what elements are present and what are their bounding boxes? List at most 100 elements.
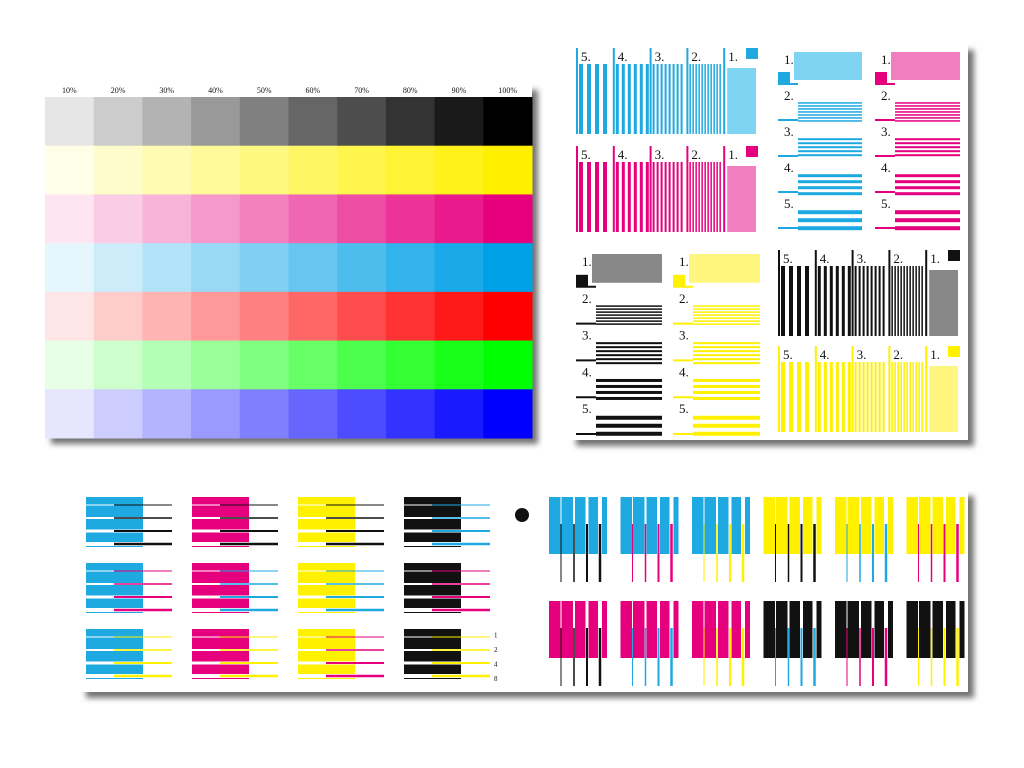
weight-label: 4 xyxy=(494,661,498,669)
stripe xyxy=(596,350,662,353)
swatch xyxy=(142,389,192,439)
stripe xyxy=(798,146,862,149)
weight-label: 1 xyxy=(494,632,498,640)
color-square xyxy=(576,274,588,287)
swatch xyxy=(483,97,533,147)
weight-label: 8 xyxy=(494,675,498,683)
stripe xyxy=(698,162,700,232)
percent-label: 100% xyxy=(498,86,517,95)
solid-patch xyxy=(727,166,756,232)
stripe xyxy=(693,305,760,307)
stripe xyxy=(689,64,691,134)
stripe xyxy=(701,162,703,232)
swatch xyxy=(93,145,143,195)
stripe xyxy=(693,358,760,361)
swatch xyxy=(288,389,338,439)
stripe xyxy=(680,64,683,134)
stripe xyxy=(595,64,599,134)
swatch xyxy=(288,97,338,147)
stripe xyxy=(652,162,655,232)
step-label: 1. xyxy=(582,254,592,269)
swatch xyxy=(45,194,95,244)
stripe xyxy=(596,317,662,319)
stripe xyxy=(596,384,662,388)
step-label: 4. xyxy=(784,160,794,175)
stripe xyxy=(596,423,662,428)
stripe xyxy=(693,362,760,365)
stripe xyxy=(918,266,920,336)
stripe xyxy=(656,64,659,134)
step-label: 1. xyxy=(728,49,738,64)
stripe xyxy=(829,362,833,432)
swatch xyxy=(288,291,338,342)
stripe xyxy=(882,362,885,432)
stripe xyxy=(895,210,960,215)
step-label: 3. xyxy=(784,124,794,139)
swatch xyxy=(191,291,241,342)
step-label: 3. xyxy=(857,251,867,266)
stripe xyxy=(798,142,862,145)
stripe xyxy=(878,362,881,432)
color-square xyxy=(673,274,685,287)
stripe xyxy=(912,266,914,336)
stripe xyxy=(903,362,905,432)
stripe xyxy=(596,415,662,420)
step-label: 3. xyxy=(857,347,867,362)
step-label: 4. xyxy=(618,147,628,162)
swatch xyxy=(191,194,241,244)
swatch xyxy=(434,243,484,293)
stripe xyxy=(789,266,793,336)
stripe xyxy=(716,64,718,134)
swatch xyxy=(434,145,484,195)
swatch xyxy=(45,340,95,390)
stripe xyxy=(797,266,801,336)
stripe xyxy=(596,311,662,313)
stripe xyxy=(693,346,760,349)
swatch xyxy=(191,243,241,293)
step-label: 2. xyxy=(784,88,794,103)
swatch xyxy=(385,194,436,244)
stripe xyxy=(707,64,709,134)
stripe xyxy=(897,266,899,336)
stripe xyxy=(596,342,662,345)
stripe xyxy=(664,162,667,232)
swatch xyxy=(483,145,533,195)
stripe xyxy=(692,162,694,232)
color-square xyxy=(746,48,758,59)
step-label: 1. xyxy=(930,347,940,362)
step-label: 1. xyxy=(930,251,940,266)
stripe xyxy=(596,305,662,307)
stripe xyxy=(701,64,703,134)
stripe xyxy=(596,431,662,436)
swatch xyxy=(142,340,192,390)
swatch xyxy=(337,243,387,293)
swatch xyxy=(93,291,143,342)
stripe xyxy=(900,362,902,432)
solid-patch xyxy=(689,254,760,283)
stripe xyxy=(719,64,721,134)
stripe xyxy=(579,162,583,232)
stripe xyxy=(660,64,663,134)
swatch xyxy=(483,194,533,244)
swatch xyxy=(434,97,484,147)
stripe xyxy=(693,415,760,420)
swatch xyxy=(385,97,436,147)
stripe xyxy=(692,64,694,134)
swatch xyxy=(191,145,241,195)
stripe xyxy=(710,162,712,232)
reg-block xyxy=(620,497,679,554)
stripe xyxy=(621,64,625,134)
swatch xyxy=(337,389,387,439)
stripe xyxy=(693,323,760,325)
stripe xyxy=(895,180,960,184)
stripe xyxy=(895,108,960,110)
swatch xyxy=(288,194,338,244)
stripe xyxy=(596,378,662,382)
stripe xyxy=(895,186,960,190)
stripe xyxy=(645,162,649,232)
stripe xyxy=(693,390,760,394)
reg-block xyxy=(906,601,965,658)
stripe xyxy=(627,64,631,134)
solid-patch xyxy=(891,52,960,80)
stripe xyxy=(798,105,862,107)
